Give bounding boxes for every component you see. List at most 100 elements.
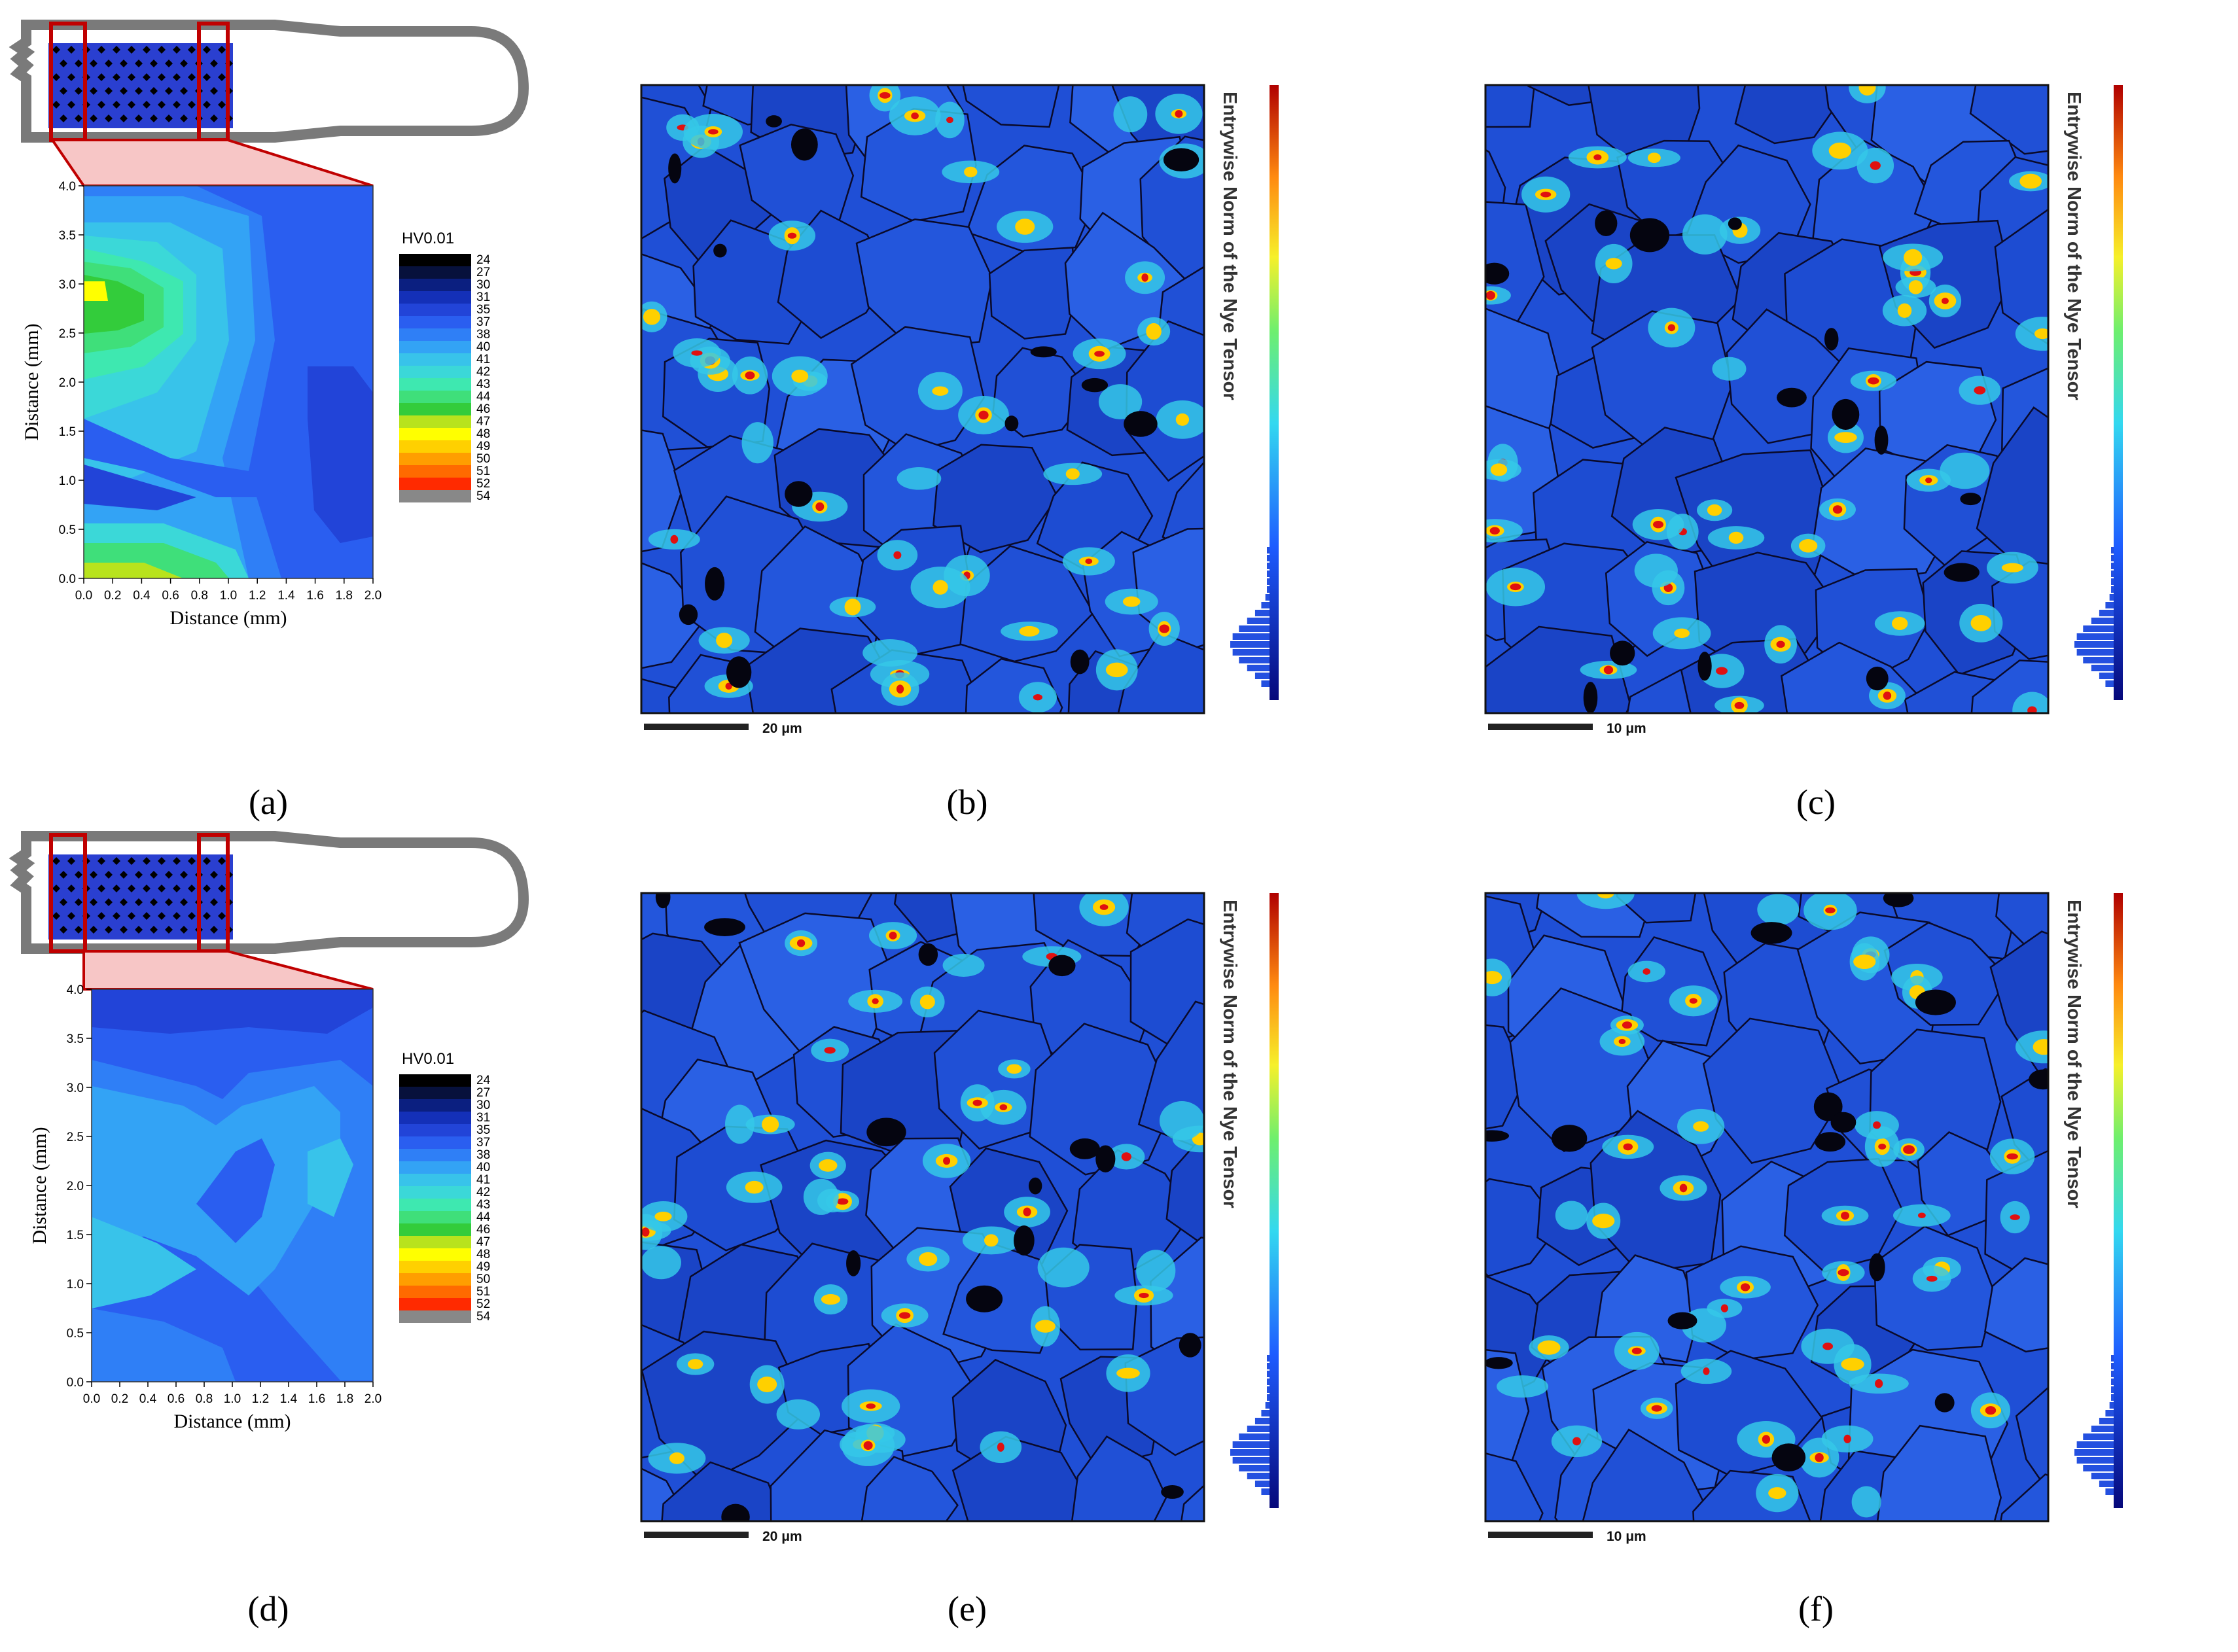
legend-swatch [399, 1236, 471, 1248]
indent-dot [98, 857, 105, 865]
histogram-bar [1261, 680, 1270, 687]
legend-swatch [399, 1099, 471, 1112]
unindexed-zone [1004, 415, 1019, 432]
strain-zone [1105, 662, 1128, 678]
strain-zone [815, 502, 825, 512]
unindexed-zone [668, 153, 682, 184]
strain-zone [2027, 706, 2037, 713]
x-tick-label: 0.6 [168, 1392, 185, 1406]
strain-zone [1139, 1292, 1149, 1299]
grain [1485, 1024, 1527, 1130]
indent-dot [165, 60, 173, 67]
strain-zone [1703, 1367, 1710, 1375]
legend-label: 27 [476, 1086, 490, 1100]
legend-swatch [399, 1248, 471, 1261]
strain-zone [2019, 173, 2042, 189]
grain [641, 429, 683, 553]
strain-zone [999, 1104, 1008, 1111]
legend-label: 49 [476, 1260, 490, 1274]
colorbar [1270, 85, 1279, 700]
legend-label: 54 [476, 489, 491, 503]
y-tick-label: 0.5 [59, 523, 76, 537]
indent-dot [173, 73, 181, 81]
strain-zone [2010, 1214, 2020, 1220]
strain-zone [803, 1178, 839, 1215]
strain-zone [1576, 893, 1635, 909]
strain-zone [2006, 1153, 2018, 1160]
indent-dot [67, 101, 75, 109]
strain-zone [1159, 624, 1169, 633]
legend-label: 41 [476, 1173, 490, 1187]
scale-bar-label: 20 μm [762, 1529, 802, 1544]
strain-zone [1099, 904, 1109, 910]
indent-dot [128, 885, 135, 892]
scale-bar [644, 724, 749, 730]
histogram-bar [2111, 578, 2114, 585]
legend-label: 52 [476, 1297, 490, 1311]
strain-zone [796, 939, 806, 947]
unindexed-zone [1485, 262, 1510, 285]
caption-c: (c) [1796, 782, 1836, 822]
histogram-bar [1267, 571, 1270, 577]
legend-swatch [399, 1286, 471, 1298]
legend-label: 48 [476, 427, 490, 441]
x-axis-title: Distance (mm) [169, 607, 287, 629]
legend-swatch [399, 1136, 471, 1149]
histogram-bar [2111, 1386, 2114, 1393]
scale-bar [1488, 724, 1593, 730]
strain-zone [896, 684, 904, 694]
legend-swatch [399, 328, 471, 341]
grain [962, 85, 1060, 128]
indent-dot [135, 87, 143, 95]
strain-zone [725, 682, 732, 690]
legend-swatch [399, 453, 471, 465]
strain-zone [1897, 303, 1912, 318]
legend-swatch [399, 1199, 471, 1211]
grain [1132, 527, 1204, 652]
y-tick-label: 0.0 [59, 572, 76, 586]
legend-swatch [399, 353, 471, 366]
legend-label: 24 [476, 253, 491, 267]
strain-zone [1858, 85, 1876, 96]
scale-bar [644, 1532, 749, 1538]
indent-dot [203, 912, 211, 920]
indent-dot [98, 46, 105, 54]
histogram-bar [2109, 1402, 2114, 1409]
legend-label: 30 [476, 278, 490, 292]
strain-zone [1674, 628, 1690, 639]
y-tick-label: 2.0 [67, 1180, 84, 1193]
indent-dot [90, 60, 98, 67]
strain-zone [978, 410, 989, 420]
unindexed-zone [1944, 563, 1980, 582]
indent-dot [67, 912, 75, 920]
strain-zone [1828, 142, 1851, 159]
legend-swatch [399, 304, 471, 316]
unindexed-zone [1869, 1253, 1885, 1282]
grain [2000, 1068, 2048, 1179]
legend-swatch [399, 478, 471, 490]
legend-label: 54 [476, 1310, 491, 1324]
unindexed-zone [679, 604, 698, 625]
grain [1702, 1017, 1845, 1165]
indent-dot [90, 114, 98, 122]
histogram-bar [1267, 1379, 1270, 1385]
histogram-bar [2091, 1426, 2114, 1432]
caption-b: (b) [946, 782, 988, 822]
y-tick-label: 4.0 [67, 983, 84, 997]
indent-dot [52, 101, 60, 109]
panel-a: 0.0 0.2 0.4 0.6 0.8 1.0 1.2 1.4 1.6 1.8 2.0 0.0 0.5 1… [0, 0, 563, 818]
strain-zone [1974, 386, 1986, 395]
indent-dot [98, 885, 105, 892]
strain-zone [1159, 1101, 1204, 1140]
strain-zone [641, 1246, 681, 1280]
x-tick-label: 1.2 [249, 589, 266, 603]
legend-label: 46 [476, 402, 490, 416]
strain-zone [708, 129, 719, 135]
indent-dot [158, 46, 166, 54]
unindexed-zone [1179, 1333, 1201, 1358]
grain [1984, 1257, 2048, 1353]
unindexed-zone [918, 943, 938, 966]
